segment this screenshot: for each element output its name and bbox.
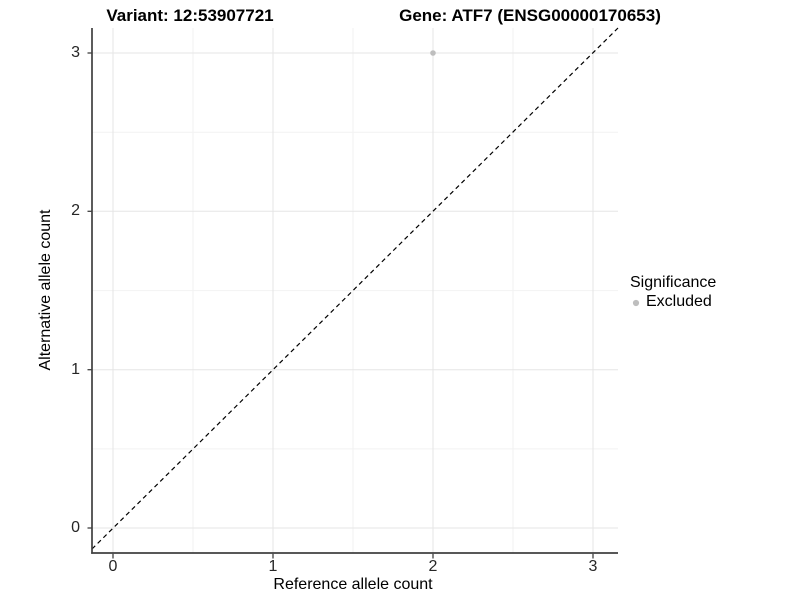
legend-item-excluded: Excluded [630,293,716,311]
x-tick-label-3: 3 [588,558,598,575]
grid-minor [92,28,618,553]
x-tick-label-1: 1 [268,558,278,575]
x-tick-label-2: 2 [428,558,438,575]
data-points-layer [430,50,436,56]
x-tick-label-0: 0 [108,558,118,575]
legend-title: Significance [630,274,717,291]
legend-item-label: Excluded [646,293,712,310]
gene-title: Gene: ATF7 (ENSG00000170653) [399,6,661,25]
y-axis-title: Alternative allele count [37,209,54,371]
y-tick-label-2: 2 [71,202,80,219]
legend: Significance Excluded [630,273,716,311]
legend-point-icon [632,299,640,307]
identity-reference-line [91,27,619,550]
y-tick-label-0: 0 [71,519,80,536]
x-axis-title: Reference allele count [273,576,433,593]
axis-tick-marks [87,52,594,559]
variant-title: Variant: 12:53907721 [106,6,274,25]
y-tick-label-1: 1 [71,361,80,378]
y-tick-label-3: 3 [71,44,80,61]
grid-major [92,28,618,553]
data-point [430,50,436,56]
axis-lines [91,28,618,554]
